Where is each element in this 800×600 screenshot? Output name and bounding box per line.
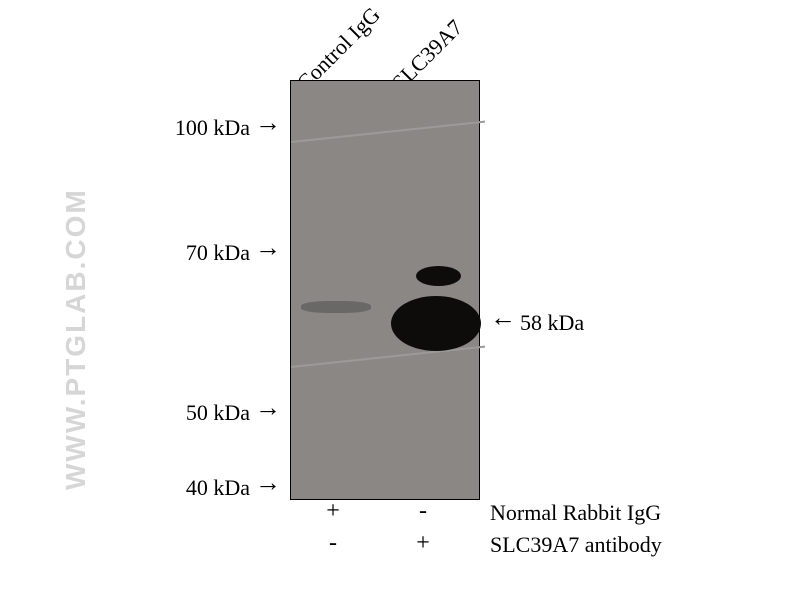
mw-label-40: 40 kDa — [150, 475, 250, 501]
matrix-row-label-normal-igg: Normal Rabbit IgG — [490, 500, 661, 526]
watermark-text: WWW.PTGLAB.COM — [60, 188, 92, 490]
blot-membrane — [290, 80, 480, 500]
membrane-artifact-line — [291, 121, 485, 143]
arrow-right-icon — [255, 233, 281, 263]
mw-label-70: 70 kDa — [150, 240, 250, 266]
matrix-cell: - — [318, 530, 348, 557]
mw-label-100: 100 kDa — [150, 115, 250, 141]
membrane-artifact-line — [291, 346, 485, 368]
arrow-right-icon — [255, 468, 281, 498]
main-band — [391, 296, 481, 351]
faint-band-control — [301, 301, 371, 313]
western-blot-figure: WWW.PTGLAB.COM Control IgG SLC39A7 100 k… — [0, 0, 800, 600]
mw-label-50: 50 kDa — [150, 400, 250, 426]
detected-band-label: 58 kDa — [520, 310, 584, 336]
matrix-cell: + — [408, 530, 438, 557]
matrix-cell: + — [318, 498, 348, 525]
small-band — [416, 266, 461, 286]
arrow-right-icon — [255, 108, 281, 138]
matrix-row-label-slc39a7-ab: SLC39A7 antibody — [490, 532, 662, 558]
arrow-right-icon — [255, 393, 281, 423]
matrix-cell: - — [408, 498, 438, 525]
arrow-left-icon — [490, 303, 516, 333]
